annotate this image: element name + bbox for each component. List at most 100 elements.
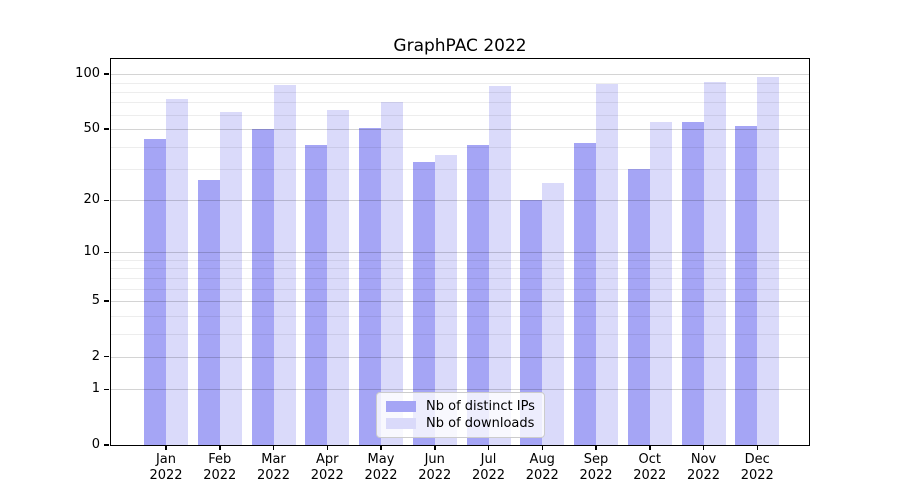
x-tick-month: Mar [261,452,286,467]
bar-downloads-Dec [757,77,780,445]
bar-downloads-Oct [649,121,672,445]
y-gridline-minor [111,333,809,335]
x-tick-label-Oct: Oct 2022 [618,452,682,483]
x-tick-label-May: May 2022 [349,452,413,483]
y-tick-mark-50 [104,128,109,130]
bar-distinct-ips-Jun [412,161,435,445]
x-tick-label-Aug: Aug 2022 [510,452,574,483]
y-gridline-minor [111,102,809,104]
y-tick-label-1: 1 [91,381,100,397]
x-tick-year: 2022 [364,467,398,483]
y-gridline-minor [111,169,809,171]
x-tick-mark-Aug [541,445,543,450]
legend: Nb of distinct IPs Nb of downloads [376,392,545,438]
x-tick-year: 2022 [256,467,291,483]
y-gridline-minor [111,268,809,270]
bar-distinct-ips-Sep [574,142,596,445]
x-tick-year: 2022 [579,467,613,483]
bar-distinct-ips-Aug [520,200,543,445]
y-tick-label-10: 10 [83,244,100,260]
x-tick-year: 2022 [418,467,452,483]
x-tick-month: Aug [529,452,555,467]
x-tick-mark-Jan [165,445,167,450]
y-gridline-50 [111,129,809,131]
x-tick-mark-Nov [702,445,705,450]
bar-distinct-ips-Dec [735,125,758,445]
y-gridline-10 [111,252,809,254]
bar-distinct-ips-Jul [466,144,489,445]
x-tick-mark-Sep [595,445,597,450]
x-tick-mark-Oct [649,445,651,450]
bar-downloads-Aug [542,183,565,445]
bar-distinct-ips-Apr [305,144,328,445]
x-tick-month: Nov [690,452,717,467]
legend-swatch-downloads [386,418,416,429]
y-gridline-minor [111,315,809,317]
y-tick-label-0: 0 [91,437,100,452]
x-tick-label-Jan: Jan 2022 [134,452,198,483]
legend-entry-distinct-ips: Nb of distinct IPs [386,398,535,415]
x-tick-year: 2022 [203,467,237,483]
y-tick-mark-0 [104,444,109,446]
x-tick-month: Jul [480,452,497,467]
x-tick-label-Jun: Jun 2022 [403,452,467,483]
bar-distinct-ips-May [359,127,381,445]
bar-downloads-Apr [327,109,350,445]
y-gridline-minor [111,259,809,261]
bar-downloads-Sep [596,84,618,445]
x-tick-mark-Feb [219,445,221,450]
y-gridline-minor [111,82,809,84]
bar-downloads-Nov [703,81,726,445]
y-gridline-minor [111,277,809,279]
y-gridline-minor [111,146,809,148]
bar-downloads-Feb [219,112,242,445]
y-tick-mark-10 [104,251,109,254]
bar-distinct-ips-Feb [197,180,220,445]
x-tick-year: 2022 [471,467,506,483]
y-tick-label-50: 50 [83,121,100,137]
bar-downloads-Mar [273,85,296,445]
y-tick-mark-20 [104,199,109,202]
x-tick-month: Jan [155,452,177,467]
x-tick-mark-Apr [326,445,328,450]
y-tick-label-5: 5 [91,293,100,309]
legend-swatch-distinct-ips [386,401,416,412]
bar-downloads-May [381,102,403,445]
x-tick-label-Nov: Nov 2022 [672,452,736,483]
x-tick-year: 2022 [686,467,721,483]
y-tick-label-100: 100 [75,66,100,82]
y-tick-mark-2 [104,355,109,358]
y-gridline-minor [111,114,809,116]
y-gridline-minor [111,91,809,93]
x-tick-mark-May [380,445,382,450]
y-tick-label-20: 20 [83,192,100,208]
legend-entry-downloads: Nb of downloads [386,415,535,432]
x-tick-label-Mar: Mar 2022 [242,452,306,483]
y-tick-mark-1 [104,388,109,391]
legend-label-distinct-ips: Nb of distinct IPs [426,399,535,414]
x-tick-label-Feb: Feb 2022 [188,452,252,483]
bar-downloads-Jun [434,154,457,445]
x-tick-mark-Dec [756,445,758,450]
x-tick-year: 2022 [633,467,667,483]
y-gridline-2 [111,356,809,358]
y-gridline-minor [111,288,809,290]
bar-downloads-Jan [166,99,188,445]
bar-distinct-ips-Jan [144,139,166,445]
y-gridline-5 [111,301,809,303]
x-tick-year: 2022 [310,467,344,483]
y-tick-label-2: 2 [91,348,100,364]
x-tick-mark-Jul [487,445,490,450]
x-tick-mark-Mar [272,445,275,450]
x-tick-label-Dec: Dec 2022 [725,452,789,483]
x-tick-year: 2022 [525,467,559,483]
bar-downloads-Jul [488,86,511,445]
x-tick-year: 2022 [740,467,774,483]
y-gridline-100 [111,74,809,76]
x-tick-month: Oct [638,452,661,467]
bar-distinct-ips-Oct [627,169,650,445]
x-tick-label-Apr: Apr 2022 [295,452,359,483]
y-gridline-1 [111,389,809,391]
x-tick-label-Jul: Jul 2022 [457,452,521,483]
